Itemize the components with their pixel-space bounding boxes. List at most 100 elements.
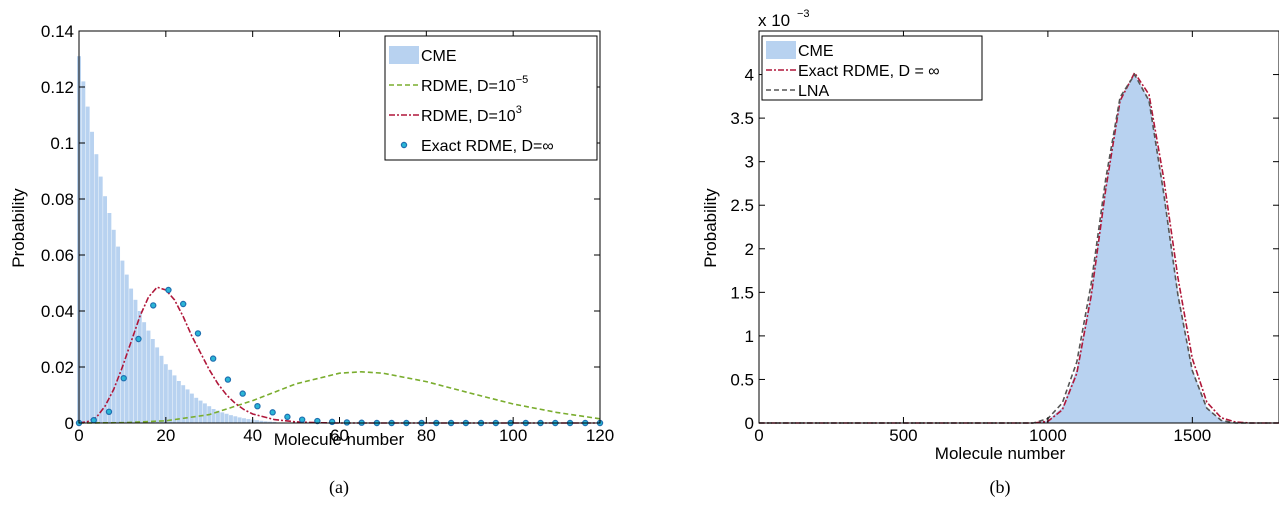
legend-entry: Exact RDME, D=∞ <box>400 138 554 155</box>
marker-point <box>269 409 276 416</box>
legend-label: RDME, D=10−5 <box>421 74 528 95</box>
y-tick-label: 1 <box>745 327 754 346</box>
bar <box>124 274 129 423</box>
marker-point <box>150 302 157 309</box>
panel-a-caption: (a) <box>329 477 349 498</box>
bar <box>81 81 86 424</box>
bar <box>168 369 173 423</box>
legend-label: RDME, D=103 <box>421 104 522 125</box>
bar <box>142 322 147 423</box>
bar <box>90 131 94 424</box>
marker-point <box>90 417 97 424</box>
x-tick-label: 120 <box>586 426 614 445</box>
bar <box>259 420 264 423</box>
panel-b-legend: CME Exact RDME, D = ∞ LNA <box>761 35 983 101</box>
bar <box>137 311 142 423</box>
legend-box <box>761 35 983 101</box>
y-tick-label: 3 <box>745 153 754 172</box>
marker-point <box>165 286 172 294</box>
x-tick-label: 60 <box>330 426 349 445</box>
x-tick-label: 20 <box>156 426 175 445</box>
y-tick-label: 0 <box>745 414 754 433</box>
bar <box>272 421 277 423</box>
bar <box>198 400 203 423</box>
legend-label-text: Exact RDME, D = ∞ <box>798 63 940 80</box>
legend-swatch <box>389 46 419 64</box>
bar <box>211 409 216 423</box>
y-tick-label: 4 <box>745 66 754 85</box>
y-tick-label: 0.08 <box>41 190 74 209</box>
legend-label: LNA <box>798 83 829 100</box>
legend-label: CME <box>798 43 834 60</box>
bar <box>107 213 112 423</box>
bar <box>233 416 238 423</box>
panel-b-series-lna-2 <box>759 73 1279 424</box>
y-tick-label: 0 <box>65 414 74 433</box>
legend-label: Exact RDME, D = ∞ <box>798 63 940 80</box>
y-tick-label: 0.02 <box>41 358 74 377</box>
legend-label-exponent: 3 <box>516 104 522 116</box>
x-tick-label: 100 <box>499 426 527 445</box>
legend-entry: CME <box>389 46 457 65</box>
panel-b-multiplier: x 10 −3 <box>758 8 810 30</box>
bar <box>85 106 90 423</box>
bar <box>189 393 194 423</box>
legend-box <box>384 35 598 161</box>
panel-a: 0 20 40 60 80 100 120 0 0.02 0.04 0.06 0.08 0.1 0.12 0… <box>9 22 614 498</box>
panel-b-axes: 0 500 1000 1500 0 0.5 1 1.5 2 2.5 3 3.5 4 <box>730 30 1279 445</box>
legend-swatch <box>766 41 796 59</box>
panel-a-plot-area <box>75 56 604 427</box>
bar <box>246 419 251 423</box>
y-tick-label: 3.5 <box>730 109 754 128</box>
series-line <box>759 71 1279 424</box>
panel-b: 0 500 1000 1500 0 0.5 1 1.5 2 2.5 3 3.5 4 Probabilit… <box>701 8 1279 498</box>
bar <box>129 288 134 423</box>
panel-a-ylabel: Probability <box>9 188 28 268</box>
y-tick-label: 2 <box>745 240 754 259</box>
bar <box>94 154 99 423</box>
area-fill <box>759 74 1279 423</box>
legend-label-text: CME <box>798 43 834 60</box>
bar <box>181 385 186 423</box>
panel-a-axes: 0 20 40 60 80 100 120 0 0.02 0.04 0.06 0.08 0.1 0.12 0… <box>41 22 614 445</box>
bar <box>116 246 121 423</box>
bar <box>120 260 125 423</box>
marker-point <box>105 408 113 415</box>
x-tick-label: 1500 <box>1173 426 1211 445</box>
panel-a-xlabel: Molecule number <box>274 430 405 449</box>
marker-point <box>224 376 232 383</box>
x-tick-label: 0 <box>74 426 83 445</box>
x-tick-label: 1000 <box>1029 426 1067 445</box>
bar <box>155 347 160 423</box>
legend-label: Exact RDME, D=∞ <box>421 138 554 155</box>
panel-a-series-cme-0 <box>77 56 277 424</box>
marker-point <box>298 416 306 423</box>
marker-point <box>343 419 351 426</box>
marker-point <box>194 330 202 337</box>
marker-point <box>314 417 321 425</box>
legend-entry: Exact RDME, D = ∞ <box>766 63 940 80</box>
panel-b-multiplier-base: x 10 <box>758 11 790 30</box>
y-tick-label: 0.1 <box>50 134 74 153</box>
y-tick-label: 0.14 <box>41 22 74 41</box>
bar <box>185 389 190 423</box>
bar <box>229 415 233 423</box>
bar <box>215 410 220 423</box>
panel-b-series-cme-0 <box>759 74 1279 423</box>
legend-label-text: RDME, D=10 <box>421 108 516 125</box>
legend-label-text: RDME, D=10 <box>421 78 516 95</box>
legend-label: CME <box>421 48 457 65</box>
marker-point <box>120 375 127 382</box>
panel-b-multiplier-exp: −3 <box>797 8 810 20</box>
bar <box>103 196 108 423</box>
y-tick-label: 0.04 <box>41 302 74 321</box>
panel-b-ylabel: Probability <box>701 188 720 268</box>
legend-entry: RDME, D=103 <box>389 104 522 125</box>
x-tick-label: 0 <box>754 426 763 445</box>
marker-point <box>254 403 261 410</box>
bar <box>159 355 164 423</box>
x-tick-label: 80 <box>417 426 436 445</box>
legend-label-text: Exact RDME, D=∞ <box>421 138 554 155</box>
y-tick-label: 2.5 <box>730 196 754 215</box>
